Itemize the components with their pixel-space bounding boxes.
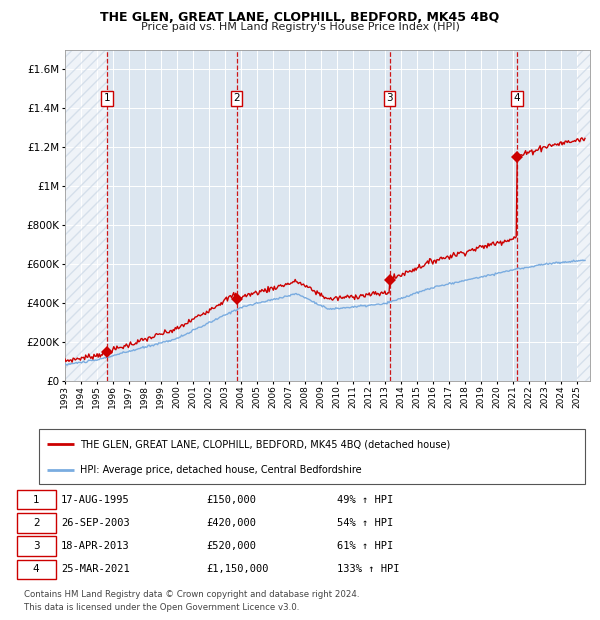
Text: 1: 1 (33, 495, 40, 505)
FancyBboxPatch shape (17, 559, 56, 579)
Text: 18-APR-2013: 18-APR-2013 (61, 541, 130, 551)
Text: Contains HM Land Registry data © Crown copyright and database right 2024.
This d: Contains HM Land Registry data © Crown c… (24, 590, 359, 612)
Text: £420,000: £420,000 (206, 518, 256, 528)
FancyBboxPatch shape (17, 536, 56, 556)
Text: HPI: Average price, detached house, Central Bedfordshire: HPI: Average price, detached house, Cent… (80, 465, 362, 475)
Text: 4: 4 (514, 94, 520, 104)
Text: £520,000: £520,000 (206, 541, 256, 551)
Text: 54% ↑ HPI: 54% ↑ HPI (337, 518, 394, 528)
Text: 26-SEP-2003: 26-SEP-2003 (61, 518, 130, 528)
FancyBboxPatch shape (17, 490, 56, 510)
FancyBboxPatch shape (17, 513, 56, 533)
Text: 4: 4 (33, 564, 40, 575)
Text: Price paid vs. HM Land Registry's House Price Index (HPI): Price paid vs. HM Land Registry's House … (140, 22, 460, 32)
Text: 61% ↑ HPI: 61% ↑ HPI (337, 541, 394, 551)
Text: £1,150,000: £1,150,000 (206, 564, 269, 575)
Text: 133% ↑ HPI: 133% ↑ HPI (337, 564, 400, 575)
Text: 3: 3 (33, 541, 40, 551)
Text: 25-MAR-2021: 25-MAR-2021 (61, 564, 130, 575)
Text: 1: 1 (103, 94, 110, 104)
Text: 3: 3 (386, 94, 393, 104)
Text: THE GLEN, GREAT LANE, CLOPHILL, BEDFORD, MK45 4BQ (detached house): THE GLEN, GREAT LANE, CLOPHILL, BEDFORD,… (80, 440, 450, 450)
Text: 17-AUG-1995: 17-AUG-1995 (61, 495, 130, 505)
FancyBboxPatch shape (39, 429, 585, 484)
Text: £150,000: £150,000 (206, 495, 256, 505)
Text: 2: 2 (33, 518, 40, 528)
Text: THE GLEN, GREAT LANE, CLOPHILL, BEDFORD, MK45 4BQ: THE GLEN, GREAT LANE, CLOPHILL, BEDFORD,… (100, 11, 500, 24)
Text: 49% ↑ HPI: 49% ↑ HPI (337, 495, 394, 505)
Text: 2: 2 (233, 94, 240, 104)
